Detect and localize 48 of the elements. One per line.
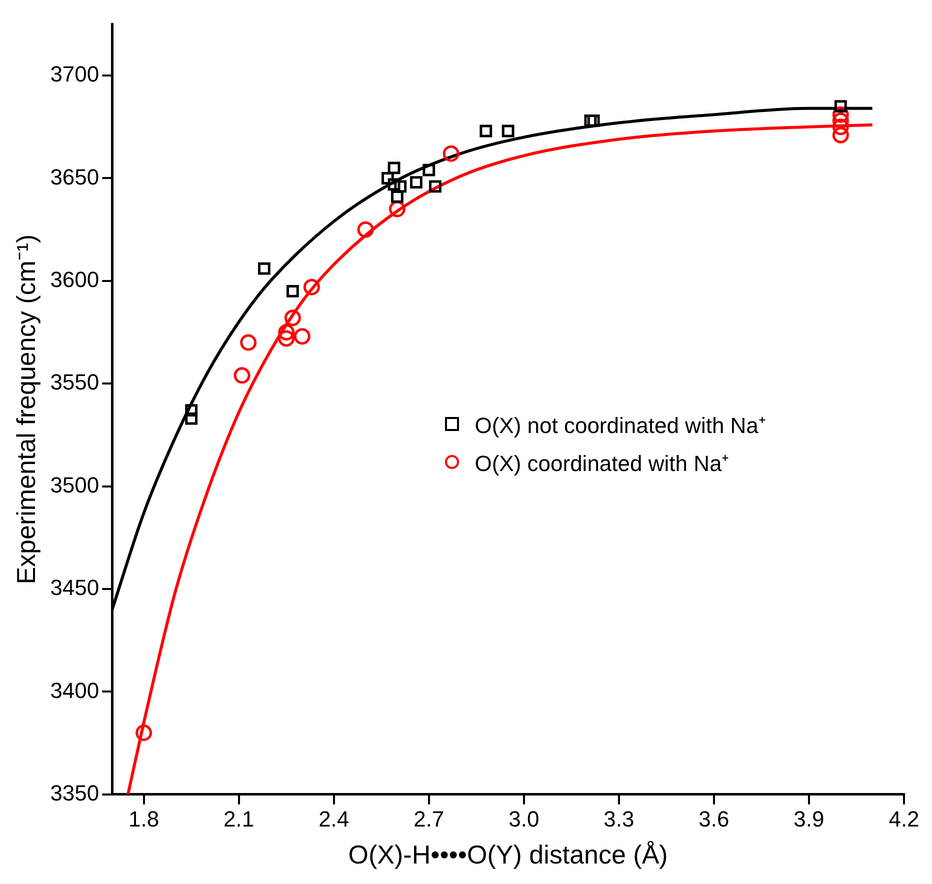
x-tick-label: 3.0 (508, 806, 540, 832)
point (394, 180, 407, 193)
point (278, 324, 295, 341)
point (357, 221, 374, 238)
y-tick-label: 3550 (50, 370, 100, 395)
point (284, 310, 301, 326)
point (185, 412, 198, 425)
point (410, 176, 422, 189)
point (442, 145, 460, 162)
y-tick-label: 3500 (50, 472, 100, 498)
y-tick-label: 3650 (50, 164, 100, 190)
x-tick-label: 2.1 (224, 806, 254, 832)
y-tick-label: 3600 (50, 266, 100, 292)
point (429, 180, 442, 193)
x-tick-label: 2.7 (414, 806, 444, 832)
x-tick-label: 2.4 (318, 806, 350, 832)
y-tick-label: 3400 (50, 678, 100, 703)
point (502, 124, 514, 138)
point (303, 278, 320, 296)
point (136, 724, 152, 742)
point (286, 285, 299, 298)
y-tick-label: 3700 (50, 62, 100, 87)
point (480, 124, 492, 138)
x-tick-label: 1.8 (128, 806, 160, 832)
point (834, 100, 847, 113)
y-tick-label: 3350 (50, 780, 100, 806)
x-tick-label: 3.6 (698, 806, 730, 832)
y-axis-title: Experimental frequency (cm⁻¹) (10, 234, 41, 584)
x-tick-label: 4.2 (888, 806, 920, 832)
point (388, 162, 400, 174)
point (391, 190, 404, 203)
point (278, 330, 295, 347)
point (234, 367, 250, 384)
y-tick-label: 3450 (50, 575, 100, 600)
point (258, 262, 270, 275)
x-tick-label: 3.3 (604, 806, 634, 832)
point (382, 172, 394, 184)
x-tick-label: 3.9 (794, 806, 824, 832)
point (832, 118, 849, 136)
point (294, 328, 310, 345)
legend-label: O(X) coordinated with Na⁺ (474, 450, 729, 478)
point (185, 404, 198, 417)
legend-label: O(X) not coordinated with Na⁺ (474, 412, 766, 440)
x-axis-title: O(X)-H••••O(Y) distance (Å) (348, 840, 668, 870)
point (422, 164, 436, 176)
point (388, 178, 400, 191)
point (832, 126, 849, 144)
point (240, 334, 257, 351)
